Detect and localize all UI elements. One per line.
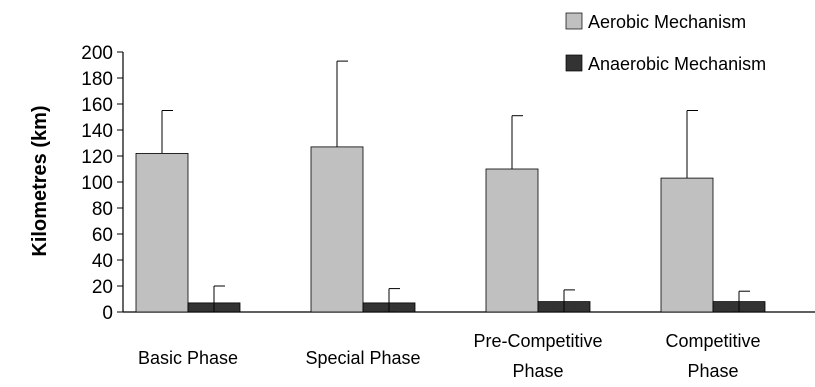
y-ticks: 0 20 40 60 80 100 120 140 160 180 200 (81, 43, 123, 324)
bar-aerobic (135, 152, 189, 313)
y-tick-label: 180 (81, 69, 113, 90)
y-tick-label: 140 (81, 121, 113, 142)
y-tick-label: 60 (92, 225, 113, 246)
y-tick-label: 0 (102, 303, 113, 324)
legend-swatch-anaerobic (565, 54, 583, 72)
y-tick-label: 40 (92, 251, 113, 272)
legend-label-aerobic: Aerobic Mechanism (588, 12, 746, 32)
bar-aerobic (310, 146, 364, 313)
legend-label-anaerobic: Anaerobic Mechanism (588, 54, 766, 74)
legend-swatch-aerobic (565, 12, 583, 30)
bars (135, 60, 766, 313)
y-tick-label: 160 (81, 95, 113, 116)
bar-aerobic (485, 168, 539, 313)
x-tick-label: Special Phase (305, 348, 420, 368)
legend: Aerobic Mechanism Anaerobic Mechanism (565, 12, 766, 74)
x-tick-label: Competitive Phase (665, 331, 760, 381)
y-tick-label: 80 (92, 199, 113, 220)
y-tick-label: 20 (92, 277, 113, 298)
y-tick-label: 100 (81, 173, 113, 194)
y-axis-title: Kilometres (km) (29, 105, 51, 256)
x-tick-label: Pre-Competitive Phase (473, 331, 602, 381)
y-tick-label: 200 (81, 43, 113, 64)
bar-aerobic (660, 177, 714, 313)
y-tick-label: 120 (81, 147, 113, 168)
x-tick-labels: Basic Phase Special Phase Pre-Competitive P… (138, 331, 761, 381)
x-tick-label: Basic Phase (138, 348, 238, 368)
